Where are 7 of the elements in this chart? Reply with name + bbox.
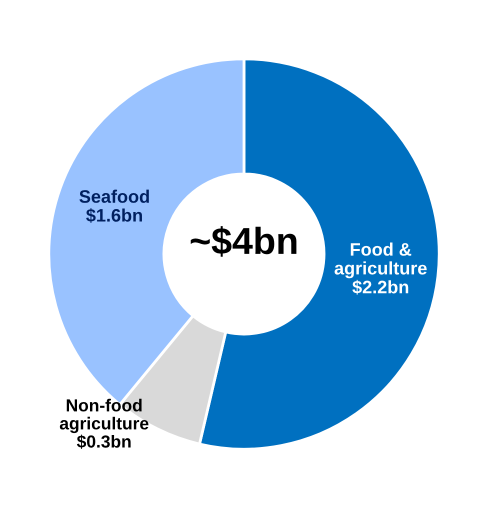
- slice-label: Seafood: [79, 190, 149, 203]
- data-label: $0.3bn: [76, 434, 131, 449]
- data-label: $1.6bn: [86, 208, 142, 223]
- slice-label: Food & agriculture: [334, 242, 427, 278]
- text: ~$4bn: [190, 226, 296, 257]
- data-label: $2.2bn: [352, 280, 408, 295]
- slice-label: Non-food agriculture: [60, 398, 148, 434]
